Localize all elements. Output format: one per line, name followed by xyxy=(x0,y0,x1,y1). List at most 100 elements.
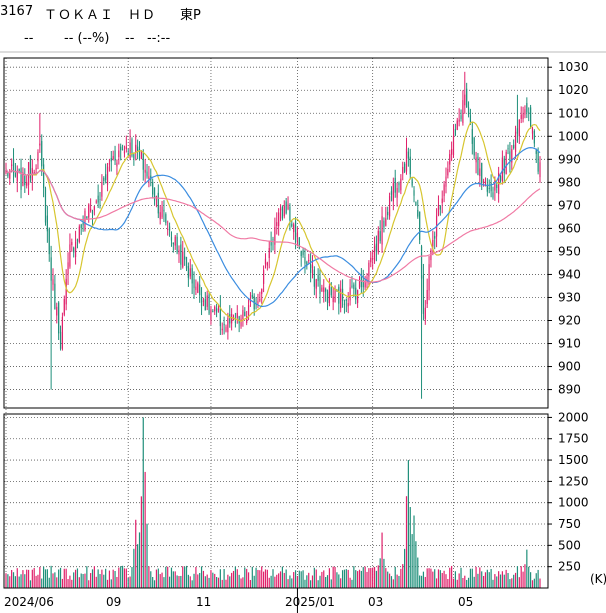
candle-body xyxy=(24,175,26,186)
candle-body xyxy=(180,244,182,265)
candle-body xyxy=(14,171,17,177)
volume-bar xyxy=(176,575,178,588)
candle-body xyxy=(420,246,423,279)
candle-body xyxy=(58,302,60,334)
volume-bar xyxy=(97,569,99,588)
volume-bar xyxy=(184,567,186,588)
candle-body xyxy=(27,162,30,185)
volume-bar xyxy=(217,577,220,588)
volume-tick-label: 500 xyxy=(558,538,581,552)
volume-bar xyxy=(20,574,22,588)
volume-bar xyxy=(138,532,141,588)
candle-body xyxy=(214,306,216,312)
candle-body xyxy=(488,187,490,189)
candle-body xyxy=(16,170,18,182)
volume-bar xyxy=(219,569,221,588)
candle-body xyxy=(270,242,272,246)
volume-bar xyxy=(35,575,37,588)
candle-body xyxy=(310,263,312,273)
candle-body xyxy=(172,242,174,245)
volume-bar xyxy=(294,570,297,588)
volume-bar xyxy=(520,566,522,588)
candle-body xyxy=(411,179,413,186)
volume-bar xyxy=(441,572,443,588)
candle-body xyxy=(106,166,109,185)
volume-bar xyxy=(426,568,428,588)
volume-bar xyxy=(148,566,150,588)
volume-bar xyxy=(379,558,381,588)
candle-body xyxy=(296,232,299,238)
candle-body xyxy=(137,146,139,152)
candle-body xyxy=(426,289,428,305)
moving-average-line xyxy=(5,121,541,322)
volume-bar xyxy=(430,568,432,588)
volume-bar xyxy=(129,576,131,588)
volume-bar xyxy=(481,571,483,588)
candle-body xyxy=(353,284,355,289)
volume-bar xyxy=(323,570,325,588)
volume-bar xyxy=(31,569,33,588)
candle-body xyxy=(35,167,37,170)
candle-body xyxy=(178,249,180,255)
candle-body xyxy=(18,168,20,172)
volume-bar xyxy=(74,569,77,588)
candle-body xyxy=(41,141,43,167)
candle-body xyxy=(44,187,47,223)
volume-bar xyxy=(174,571,176,588)
candle-body xyxy=(97,195,99,203)
volume-bar xyxy=(187,574,189,588)
volume-bar xyxy=(315,569,317,588)
volume-bar xyxy=(291,578,293,588)
candle-body xyxy=(129,142,131,159)
volume-bar xyxy=(114,571,116,588)
candle-body xyxy=(343,303,346,305)
candle-body xyxy=(9,172,11,179)
volume-bar xyxy=(298,570,300,588)
volume-bar xyxy=(347,569,349,588)
price-tick-label: 970 xyxy=(558,198,581,212)
candle-body xyxy=(409,156,411,175)
price-panel-frame xyxy=(3,57,549,409)
volume-bar xyxy=(118,567,120,588)
volume-bar xyxy=(161,572,163,588)
volume-bar xyxy=(285,569,287,588)
volume-bar xyxy=(513,574,515,588)
candle-body xyxy=(400,178,402,191)
candle-body xyxy=(234,321,236,323)
candle-body xyxy=(447,168,449,176)
volume-bar xyxy=(26,569,28,588)
candle-body xyxy=(434,236,436,239)
volume-bar xyxy=(464,575,466,588)
candle-body xyxy=(225,326,227,332)
volume-bar xyxy=(370,567,372,588)
axis-labels: 890 900 910 920 930 940 950 960 970 980 990 1000 101… xyxy=(4,60,606,609)
volume-bar xyxy=(59,567,62,588)
volume-bar xyxy=(462,578,464,588)
candle-body xyxy=(496,184,498,189)
volume-bar xyxy=(349,577,351,588)
volume-bar xyxy=(110,579,112,588)
volume-bar xyxy=(325,576,327,588)
volume-bar xyxy=(289,575,291,588)
candle-body xyxy=(118,150,120,158)
candle-body xyxy=(366,277,368,282)
candle-body xyxy=(486,184,488,192)
volume-bar xyxy=(234,566,236,588)
candle-body xyxy=(142,152,144,170)
candle-body xyxy=(323,287,325,293)
price-change: -- (--%) xyxy=(64,31,110,46)
candle-body xyxy=(95,201,97,203)
volume-bar xyxy=(165,566,167,588)
volume-bar xyxy=(204,576,206,588)
candle-body xyxy=(155,196,158,198)
volume-bar xyxy=(373,566,376,588)
volume-bar xyxy=(41,578,43,588)
candle-body xyxy=(524,109,526,115)
candle-body xyxy=(392,183,394,202)
candle-body xyxy=(460,115,462,120)
price-tick-label: 960 xyxy=(558,221,581,235)
volume-bar xyxy=(67,579,69,588)
candle-body xyxy=(404,163,406,172)
candle-body xyxy=(63,298,65,315)
candle-body xyxy=(451,148,453,155)
